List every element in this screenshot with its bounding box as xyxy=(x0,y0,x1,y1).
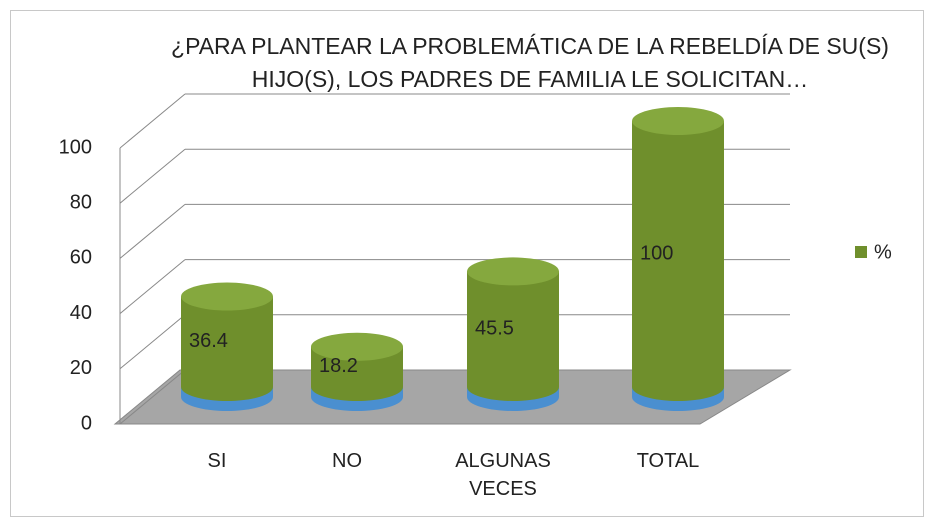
x-tick-label: TOTAL xyxy=(636,450,700,472)
bar xyxy=(181,282,273,411)
grid-line xyxy=(119,93,186,149)
bar-top xyxy=(632,107,724,135)
x-tick-label: NO xyxy=(332,450,362,472)
chart-title: ¿PARA PLANTEAR LA PROBLEMÁTICA DE LA REB… xyxy=(171,33,889,92)
bar xyxy=(632,107,724,411)
y-tick-label: 100 xyxy=(59,136,92,158)
x-tick-label: SI xyxy=(207,450,227,472)
bar-body xyxy=(181,296,273,401)
bar-top xyxy=(181,282,273,311)
data-label: 45.5 xyxy=(475,317,514,339)
data-label: 100 xyxy=(640,242,673,264)
bar-body xyxy=(311,346,403,401)
legend-swatch xyxy=(855,246,867,258)
chart-border xyxy=(10,10,924,517)
y-tick-label: 60 xyxy=(70,247,92,269)
bar-body xyxy=(632,121,724,401)
bar-body xyxy=(467,271,559,401)
grid-line xyxy=(119,259,186,314)
grid-line xyxy=(119,369,186,425)
bar xyxy=(311,332,403,411)
y-tick-label: 0 xyxy=(81,412,92,434)
bar xyxy=(467,257,559,411)
legend-label: % xyxy=(874,241,892,263)
y-tick-label: 40 xyxy=(70,302,92,324)
grid-line xyxy=(119,204,186,259)
grid-line xyxy=(119,148,186,204)
data-label: 36.4 xyxy=(189,330,228,352)
data-label: 18.2 xyxy=(319,355,358,377)
y-tick-label: 20 xyxy=(70,357,92,379)
x-tick-label: ALGUNAS VECES xyxy=(455,450,551,500)
bar-top xyxy=(467,257,559,286)
y-tick-label: 80 xyxy=(70,191,92,213)
bar-top xyxy=(311,332,403,361)
grid-line xyxy=(119,314,186,370)
